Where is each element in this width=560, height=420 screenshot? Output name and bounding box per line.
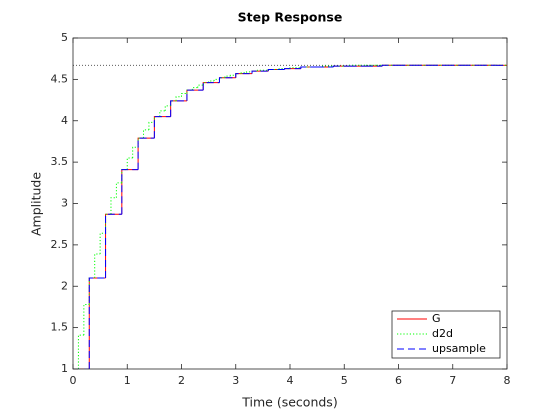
y-tick-label: 3.5 — [51, 155, 69, 168]
x-tick-label: 6 — [395, 374, 402, 387]
step-segment — [300, 66, 318, 69]
chart-title: Step Response — [238, 10, 343, 25]
step-segment — [284, 68, 301, 70]
y-tick-label: 1.5 — [51, 321, 69, 334]
step-segment — [148, 121, 155, 130]
step-segment — [153, 116, 171, 139]
step-segment — [110, 197, 117, 215]
step-segment — [229, 74, 236, 77]
x-tick-label: 5 — [341, 374, 348, 387]
x-tick-label: 3 — [232, 374, 239, 387]
step-segment — [121, 169, 139, 215]
y-tick-label: 3 — [61, 197, 68, 210]
y-tick-label: 1 — [61, 362, 68, 375]
step-segment — [170, 100, 187, 117]
x-tick-label: 7 — [449, 374, 456, 387]
y-tick-label: 4 — [61, 114, 68, 127]
step-segment — [218, 77, 236, 83]
x-tick-label: 1 — [124, 374, 131, 387]
step-segment — [256, 69, 263, 72]
step-segment — [332, 65, 350, 67]
legend-label: d2d — [432, 327, 453, 340]
step-segment — [181, 92, 187, 97]
step-segment — [132, 146, 139, 158]
x-tick-label: 0 — [70, 374, 77, 387]
step-segment — [208, 80, 215, 83]
step-segment — [381, 64, 399, 67]
step-segment — [186, 89, 204, 101]
legend-label: G — [432, 312, 441, 325]
step-segment — [224, 75, 231, 78]
x-axis-label: Time (seconds) — [241, 395, 337, 410]
step-segment — [88, 277, 106, 369]
y-axis-label: Amplitude — [29, 172, 44, 236]
x-tick-label: 8 — [504, 374, 511, 387]
step-segment — [105, 213, 122, 278]
y-tick-label: 2.5 — [51, 238, 69, 251]
step-segment — [83, 303, 90, 336]
step-segment — [197, 84, 204, 88]
step-segment — [235, 73, 253, 78]
step-segment — [99, 232, 106, 254]
y-tick-label: 2 — [61, 279, 68, 292]
y-tick-label: 4.5 — [51, 72, 69, 85]
step-segment — [240, 72, 247, 74]
step-segment — [267, 68, 285, 72]
y-tick-label: 5 — [61, 31, 68, 44]
legend-label: upsample — [432, 342, 486, 355]
step-segment — [175, 96, 182, 101]
x-tick-label: 4 — [287, 374, 294, 387]
step-segment — [202, 82, 220, 91]
step-segment — [126, 157, 133, 170]
step-segment — [251, 70, 269, 74]
x-tick-label: 2 — [178, 374, 185, 387]
step-segment — [213, 78, 220, 82]
step-segment — [246, 71, 253, 73]
step-segment — [191, 87, 198, 91]
series-layer — [73, 64, 507, 369]
step-segment — [137, 137, 155, 170]
